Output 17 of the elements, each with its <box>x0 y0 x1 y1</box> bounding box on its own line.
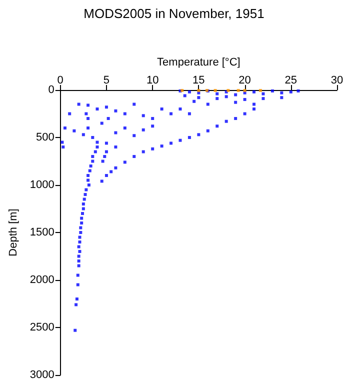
y-tick-label: 1000 <box>30 179 54 191</box>
x-tick-label: 0 <box>57 74 64 86</box>
x-axis-title: Temperature [°C] <box>157 56 240 68</box>
y-axis-title: Depth [m] <box>8 208 20 256</box>
x-tick-label: 15 <box>192 74 205 86</box>
x-tick-label: 25 <box>284 74 298 86</box>
x-tick-label: 10 <box>146 74 159 86</box>
y-tick-label: 2500 <box>30 322 54 334</box>
y-tick-label: 500 <box>36 132 54 144</box>
x-tick-label: 5 <box>103 74 110 86</box>
y-tick-label: 1500 <box>30 226 54 238</box>
y-tick-label: 3000 <box>30 369 54 381</box>
x-tick-label: 30 <box>330 74 344 86</box>
x-tick-label: 20 <box>238 74 251 86</box>
chart-title: MODS2005 in November, 1951 <box>84 6 264 21</box>
y-tick-label: 0 <box>48 84 54 96</box>
y-tick-label: 2000 <box>30 274 54 286</box>
